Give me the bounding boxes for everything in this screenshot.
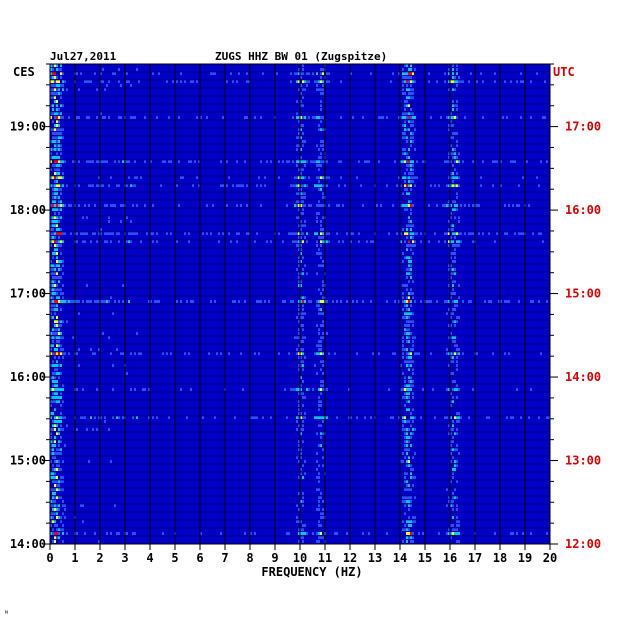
x-tick-label: 19: [518, 551, 532, 565]
x-tick-label: 16: [443, 551, 457, 565]
footer-mark: ᴺ: [4, 609, 9, 618]
x-tick-label: 7: [221, 551, 228, 565]
x-tick-label: 1: [71, 551, 78, 565]
left-tick-label: 15:00: [10, 454, 46, 468]
x-tick-label: 0: [46, 551, 53, 565]
right-tick-label: 17:00: [565, 120, 601, 134]
x-tick-label: 8: [246, 551, 253, 565]
x-tick-label: 14: [393, 551, 407, 565]
x-tick-label: 10: [293, 551, 307, 565]
right-tick-label: 13:00: [565, 454, 601, 468]
date-label: Jul27,2011: [50, 50, 117, 63]
right-tick-label: 15:00: [565, 287, 601, 301]
frequency-ticks: 0 1 2 3 4 5 6 7 8 9 10 11 12 13 14 15 16 17 18 19 20: [46, 544, 557, 565]
x-tick-label: 3: [121, 551, 128, 565]
x-tick-label: 17: [468, 551, 482, 565]
x-tick-label: 20: [543, 551, 557, 565]
left-tick-label: 16:00: [10, 370, 46, 384]
x-tick-label: 2: [96, 551, 103, 565]
x-tick-label: 11: [318, 551, 332, 565]
x-tick-label: 18: [493, 551, 507, 565]
right-tick-label: 12:00: [565, 537, 601, 551]
left-axis-label: CES: [13, 65, 35, 79]
left-tick-label: 18:00: [10, 203, 46, 217]
x-tick-label: 4: [146, 551, 153, 565]
right-tick-label: 14:00: [565, 370, 601, 384]
x-axis-title: FREQUENCY (HZ): [261, 565, 362, 579]
left-tick-label: 14:00: [10, 537, 46, 551]
left-tick-label: 17:00: [10, 287, 46, 301]
station-title: ZUGS HHZ BW 01 (Zugspitze): [215, 50, 387, 63]
x-tick-label: 5: [171, 551, 178, 565]
time-ticks: 19:00 17:00 18:00 16:00 17:00 15:00 16:00 14:00…: [10, 63, 601, 551]
right-axis-label: UTC: [553, 65, 575, 79]
x-tick-label: 12: [343, 551, 357, 565]
left-tick-label: 19:00: [10, 120, 46, 134]
spectral-texture: [50, 64, 550, 543]
x-tick-label: 6: [196, 551, 203, 565]
grid-lines: [49, 63, 551, 545]
x-tick-label: 9: [271, 551, 278, 565]
right-tick-label: 16:00: [565, 203, 601, 217]
x-tick-label: 13: [368, 551, 382, 565]
x-tick-label: 15: [418, 551, 432, 565]
